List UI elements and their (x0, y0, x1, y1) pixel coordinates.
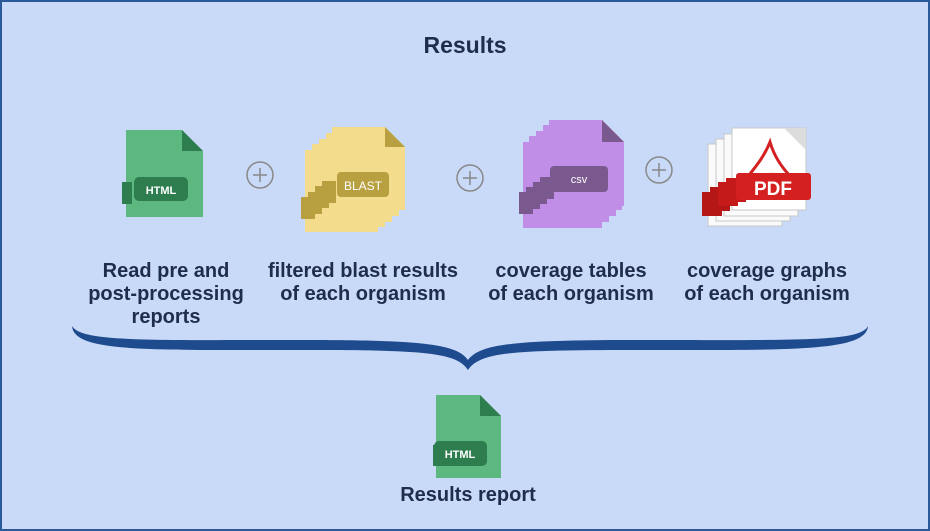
caption-line: Read pre and (102, 260, 230, 282)
caption-coverage-tables: coverage tables of each organism (476, 260, 666, 306)
caption-coverage-graphs: coverage graphs of each organism (672, 260, 862, 306)
html-file-icon: HTML (122, 130, 203, 217)
caption-line: filtered blast results (267, 260, 459, 282)
caption-line: of each organism (280, 283, 446, 305)
caption-line: coverage graphs (686, 260, 848, 282)
blast-badge-label: BLAST (344, 179, 383, 193)
caption-line: of each organism (684, 283, 850, 305)
plus-icon (645, 156, 673, 184)
csv-badge-label: csv (571, 174, 588, 186)
curly-brace (72, 326, 868, 370)
csv-file-stack-icon: csv (519, 120, 624, 228)
html-file-icon: HTML (433, 395, 501, 478)
diagram-title: Results (423, 32, 507, 58)
pdf-file-stack-icon: PDF (702, 127, 811, 227)
caption-line: coverage tables (495, 260, 647, 282)
blast-file-stack-icon: BLAST (301, 127, 405, 232)
caption-line: post-processing (88, 283, 244, 305)
plus-icon (246, 161, 274, 189)
caption-results-report: Results report (400, 484, 536, 506)
pdf-badge-label: PDF (754, 179, 792, 200)
caption-reports: Read pre and post-processing reports (76, 260, 256, 329)
caption-blast-results: filtered blast results of each organism (258, 260, 468, 306)
html-badge-label: HTML (445, 449, 476, 461)
caption-line: of each organism (488, 283, 654, 305)
html-badge-label: HTML (146, 185, 177, 197)
plus-icon (456, 164, 484, 192)
caption-line: reports (131, 306, 201, 328)
